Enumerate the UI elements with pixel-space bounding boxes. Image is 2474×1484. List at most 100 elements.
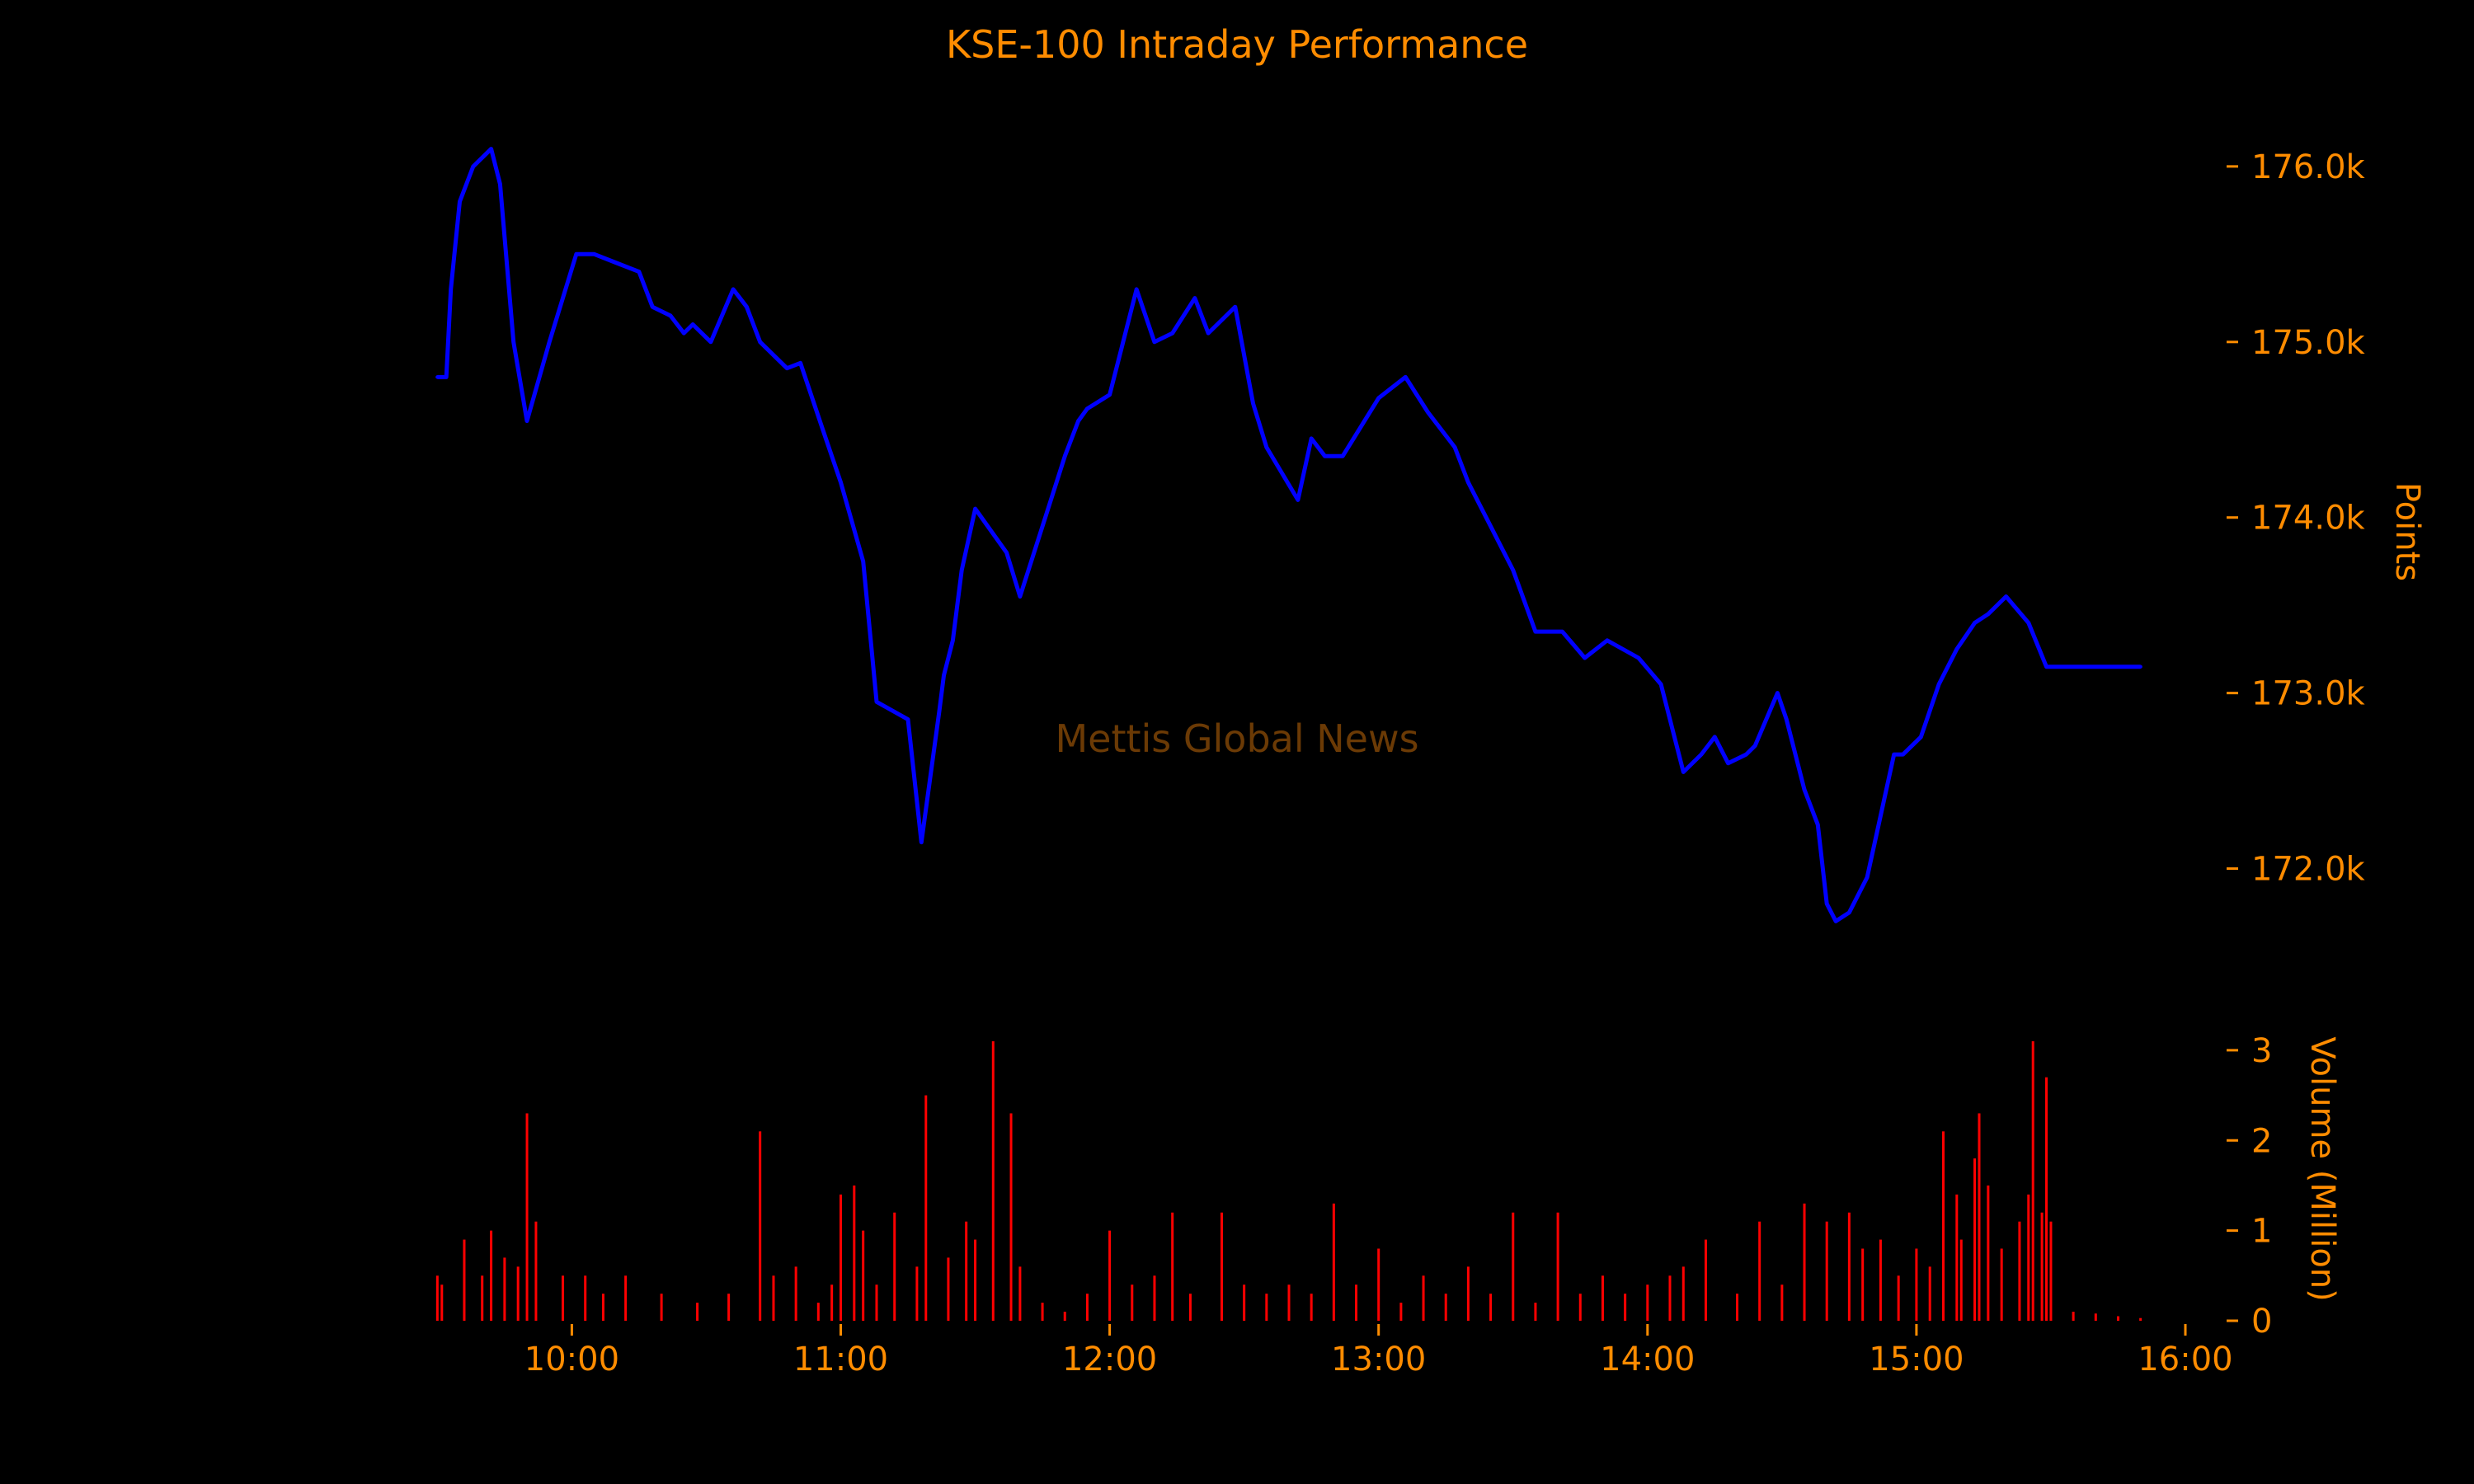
volume-bar [2018,1221,2021,1321]
volume-bar [534,1221,538,1321]
price-point [1865,875,1870,880]
price-point [511,340,515,344]
price-point [1085,406,1089,411]
price-point [1108,392,1112,397]
volume-bar [1959,1239,1963,1321]
price-point [745,305,749,309]
volume-bar [601,1294,604,1321]
price-point [2048,665,2053,669]
price-point [1713,735,1717,740]
price-point [1206,331,1211,336]
volume-bar [1681,1266,1685,1321]
volume-bar [759,1131,762,1321]
price-point [1376,396,1380,401]
price-point [951,638,955,642]
volume-bar [1847,1212,1851,1321]
volume-bar [1422,1275,1425,1321]
volume-bar [2040,1212,2044,1321]
volume-bar [1108,1230,1112,1321]
price-point [1833,919,1838,923]
price-point [1681,770,1686,774]
volume-bar [1153,1275,1156,1321]
price-point [839,480,843,485]
volume-bar [463,1239,466,1321]
volume-bar [727,1294,731,1321]
price-point [1004,551,1009,555]
volume-bar [1861,1248,1865,1321]
price-point [444,375,449,379]
price-point [1296,498,1300,502]
volume-bar [1601,1275,1604,1321]
volume-bar [965,1221,968,1321]
price-tick-label: 173.0k [2251,675,2366,713]
volume-bar [1063,1312,1066,1321]
price-point [592,252,596,256]
volume-bar [1310,1294,1313,1321]
volume-bar [1512,1212,1515,1321]
price-point [651,305,655,309]
volume-bar [1243,1284,1246,1321]
price-point [1511,568,1515,572]
price-point [1452,445,1457,449]
time-tick-label: 15:00 [1869,1341,1964,1378]
volume-bar [947,1257,950,1321]
price-point [1753,744,1757,748]
price-point [785,366,789,370]
price-point [874,700,879,704]
volume-bar [1041,1303,1044,1321]
volume-bar [794,1266,797,1321]
volume-bar [2116,1316,2119,1321]
volume-bar [1758,1221,1761,1321]
volume-bar [2139,1317,2142,1321]
time-tick-label: 13:00 [1331,1341,1426,1378]
volume-bar [1578,1294,1582,1321]
price-point [1816,823,1820,827]
price-point [2026,621,2030,625]
price-point [1901,752,1905,757]
price-point [471,164,476,169]
volume-axis-label: Volume (Million) [2303,1036,2341,1301]
price-point [1802,787,1807,791]
volume-bar [1624,1294,1627,1321]
time-x-axis: 10:00 11:00 12:00 13:00 14:00 15:00 16:00 [524,1324,2233,1378]
price-point [682,331,686,336]
volume-bar [862,1230,865,1321]
volume-bar [830,1284,834,1321]
volume-bar [1265,1294,1268,1321]
volume-bar [840,1194,842,1321]
price-point [1892,752,1896,757]
volume-bar [1534,1303,1537,1321]
price-point [905,717,910,721]
price-point [798,361,802,365]
volume-bar [1978,1113,1981,1321]
volume-bar [1928,1266,1931,1321]
volume-tick-label: 2 [2251,1122,2272,1160]
volume-bar [696,1303,699,1321]
price-axis-label: Points [2388,482,2426,581]
volume-bar [516,1266,520,1321]
price-point [1583,655,1587,660]
volume-bar [1444,1294,1447,1321]
price-point [1341,453,1345,458]
volume-bar [525,1113,529,1321]
price-point [942,674,946,678]
price-tick-label: 175.0k [2251,324,2366,362]
volume-bar [991,1040,995,1321]
price-point [435,375,440,379]
price-point [1785,717,1789,721]
volume-bar [1085,1294,1089,1321]
volume-bar [1879,1239,1882,1321]
price-point [498,181,502,186]
price-point [1825,901,1829,906]
price-point [1192,296,1197,300]
price-point [1847,910,1851,914]
volume-bar [924,1095,928,1321]
time-tick-label: 16:00 [2138,1341,2232,1378]
volume-bar [1646,1284,1649,1321]
price-point [1636,655,1641,660]
volume-bar [1704,1239,1707,1321]
price-point [1170,331,1174,336]
chart-title: KSE-100 Intraday Performance [946,22,1528,67]
price-point [960,568,964,572]
